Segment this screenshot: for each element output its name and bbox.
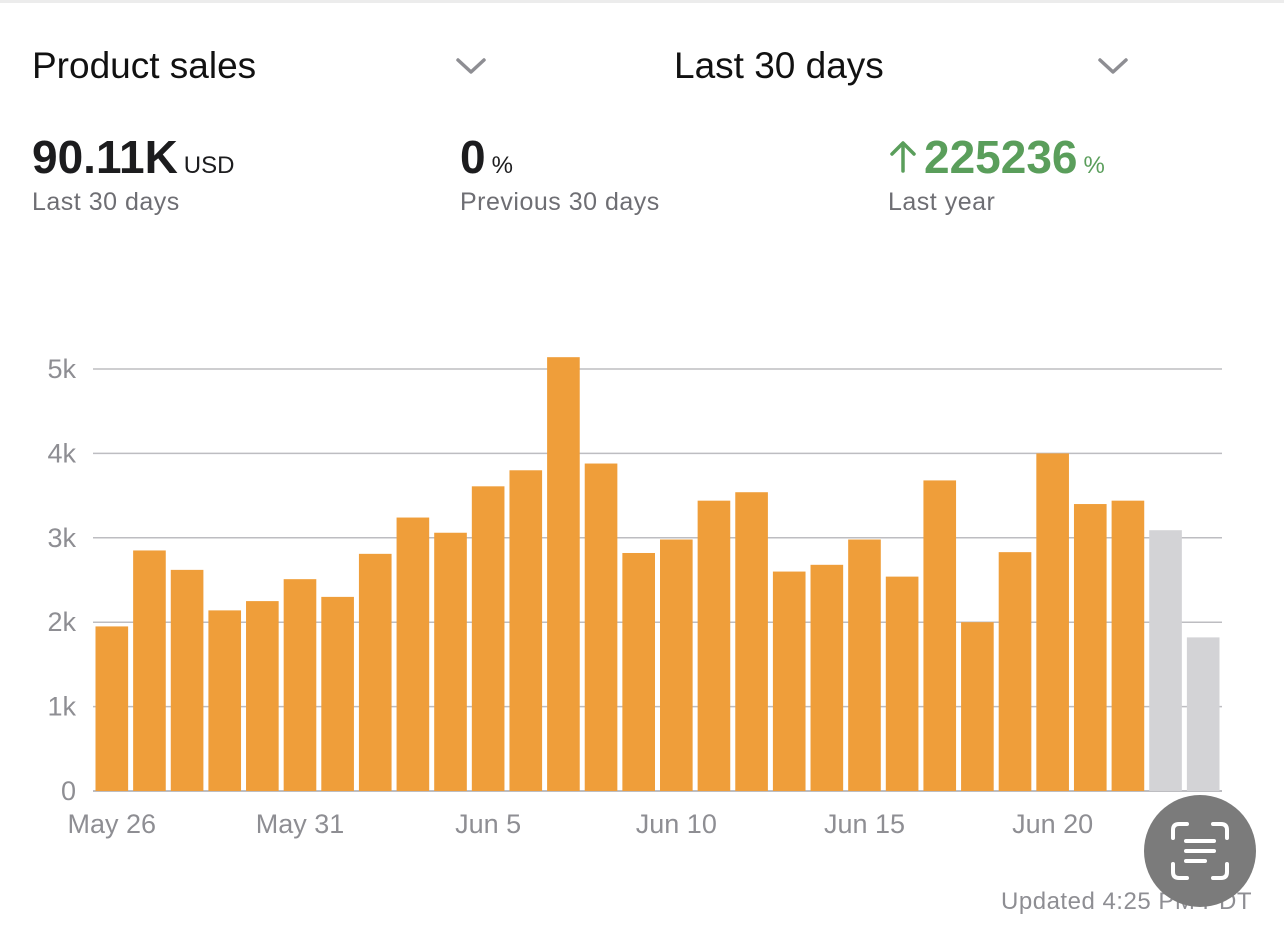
chart-bar[interactable] — [622, 552, 655, 791]
chart-bar[interactable] — [1111, 500, 1145, 791]
chart-bar[interactable] — [848, 539, 881, 791]
chart-bar[interactable] — [321, 596, 354, 791]
chart-bar-projected[interactable] — [1186, 637, 1220, 791]
chart-bar[interactable] — [170, 569, 204, 791]
stat-last-year-label: Last year — [888, 188, 996, 216]
y-tick-label: 4k — [47, 438, 76, 468]
x-tick-label: May 26 — [68, 809, 157, 839]
stat-last-year: 225236% Last year — [888, 130, 1105, 217]
stat-previous-value: 0 — [460, 131, 486, 183]
chart-bar-projected[interactable] — [1149, 530, 1182, 791]
y-tick-label: 0 — [61, 776, 76, 806]
chevron-down-icon — [456, 58, 486, 74]
stat-previous-label: Previous 30 days — [460, 188, 660, 216]
arrow-up-icon — [890, 141, 916, 173]
sales-bar-chart: 0 1k 2k 3k 4k 5k May 26 May 31 Jun 5 Jun 10 Jun 1… — [47, 354, 1222, 839]
stat-last-year-value: 225236 — [924, 131, 1078, 183]
chart-bar[interactable] — [208, 610, 242, 791]
chart-gridlines — [93, 368, 1222, 792]
y-tick-label: 1k — [47, 692, 76, 722]
stat-total-sales: 90.11K USD Last 30 days — [32, 130, 234, 217]
metric-dropdown-label: Product sales — [32, 45, 257, 86]
chart-bar[interactable] — [471, 486, 505, 791]
y-tick-label: 5k — [47, 354, 76, 384]
chart-y-axis-labels: 0 1k 2k 3k 4k 5k — [47, 354, 76, 806]
chart-bar[interactable] — [923, 480, 957, 791]
x-tick-label: Jun 5 — [455, 809, 521, 839]
chart-bar[interactable] — [1073, 504, 1107, 791]
chart-x-axis-labels: May 26 May 31 Jun 5 Jun 10 Jun 15 Jun 20 — [68, 809, 1094, 839]
chart-bar[interactable] — [810, 564, 844, 791]
chart-bar[interactable] — [697, 500, 731, 791]
date-range-dropdown[interactable]: Last 30 days — [674, 36, 1130, 96]
date-range-dropdown-label: Last 30 days — [674, 45, 884, 86]
text-scan-icon — [1171, 822, 1229, 880]
stat-last-year-unit: % — [1083, 152, 1105, 179]
chart-bar[interactable] — [283, 579, 317, 791]
chart-bar[interactable] — [509, 470, 543, 791]
stat-previous-unit: % — [491, 152, 513, 179]
stat-total-label: Last 30 days — [32, 188, 180, 216]
stat-total-value: 90.11K — [32, 131, 178, 183]
chart-bar[interactable] — [584, 463, 618, 791]
stat-total-unit: USD — [183, 152, 235, 179]
chart-bars — [95, 357, 1220, 791]
x-tick-label: Jun 10 — [636, 809, 717, 839]
chart-bar[interactable] — [735, 492, 768, 791]
live-text-scan-button[interactable] — [1144, 795, 1256, 907]
chart-bar[interactable] — [246, 601, 279, 791]
chart-bar[interactable] — [998, 552, 1032, 791]
chevron-down-icon — [1098, 58, 1128, 74]
chart-bar[interactable] — [885, 576, 919, 791]
y-tick-label: 2k — [47, 607, 76, 637]
chart-bar[interactable] — [772, 571, 806, 791]
x-tick-label: Jun 20 — [1012, 809, 1093, 839]
chart-bar[interactable] — [434, 532, 467, 791]
chart-bar[interactable] — [547, 357, 580, 791]
chart-bar[interactable] — [660, 539, 693, 791]
chart-bar[interactable] — [1036, 453, 1069, 791]
stat-previous-period: 0% Previous 30 days — [460, 130, 660, 217]
chart-bar[interactable] — [396, 517, 430, 791]
y-tick-label: 3k — [47, 523, 76, 553]
x-tick-label: Jun 15 — [824, 809, 905, 839]
x-tick-label: May 31 — [256, 809, 345, 839]
metric-dropdown[interactable]: Product sales — [32, 36, 488, 96]
chart-bar[interactable] — [358, 553, 392, 791]
top-divider — [0, 0, 1284, 3]
chart-bar[interactable] — [133, 550, 166, 791]
chart-bar[interactable] — [95, 626, 129, 791]
chart-bar[interactable] — [961, 622, 994, 791]
